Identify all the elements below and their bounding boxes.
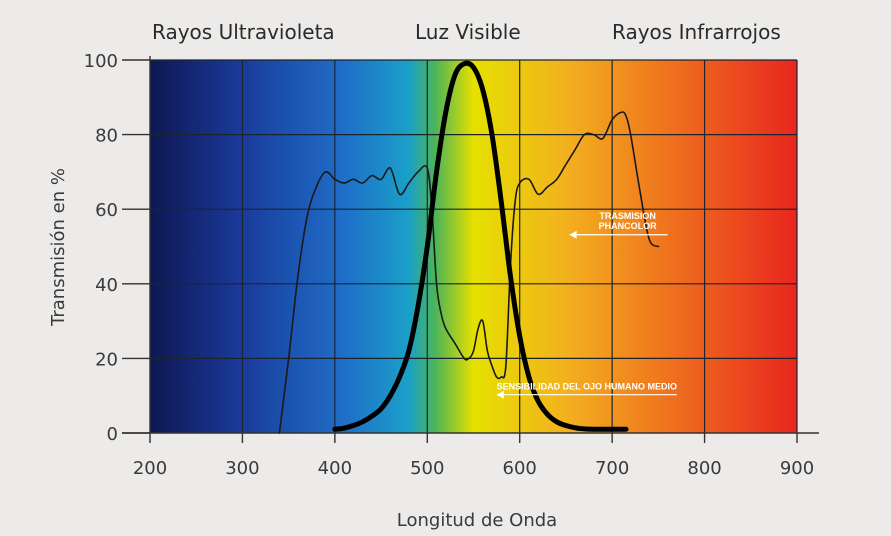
y-tick-label: 60 [95,200,118,221]
region-label-visible: Luz Visible [415,20,521,44]
x-tick-label: 600 [503,458,537,479]
y-tick-label: 0 [107,424,118,445]
y-tick-label: 100 [84,51,118,72]
series-layer [278,60,660,434]
annotation-transmission-label: TRASMISION [599,211,656,221]
y-tick-label: 80 [95,126,118,147]
annotation-arrowhead [569,230,577,239]
x-tick-label: 800 [687,458,721,479]
x-tick-label: 400 [318,458,352,479]
y-axis-title: Transmisión en % [48,168,69,327]
series-line-eye-sensitivity [332,60,629,432]
x-tick-label: 300 [225,458,259,479]
grid-lines [150,59,798,433]
tick-labels: 200 300 400 500 600 700 800 900 0 20 40 60 80 100 [84,51,815,479]
annotation-transmission-label: PHANCOLOR [599,221,657,231]
x-tick-label: 700 [595,458,629,479]
region-label-ultraviolet: Rayos Ultravioleta [152,20,335,44]
series-line-transmission [278,111,660,434]
y-tick-label: 20 [95,349,118,370]
region-label-infrared: Rayos Infrarrojos [612,20,781,44]
x-tick-label: 900 [780,458,814,479]
x-tick-label: 500 [410,458,444,479]
y-tick-label: 40 [95,275,118,296]
axes [122,56,819,443]
annotation-arrowhead [496,390,504,399]
annotation-eye-sensitivity-label: SENSIBILIDAD DEL OJO HUMANO MEDIO [497,382,677,392]
plot-background [150,60,797,433]
x-tick-label: 200 [133,458,167,479]
x-axis-title: Longitud de Onda [397,510,557,531]
